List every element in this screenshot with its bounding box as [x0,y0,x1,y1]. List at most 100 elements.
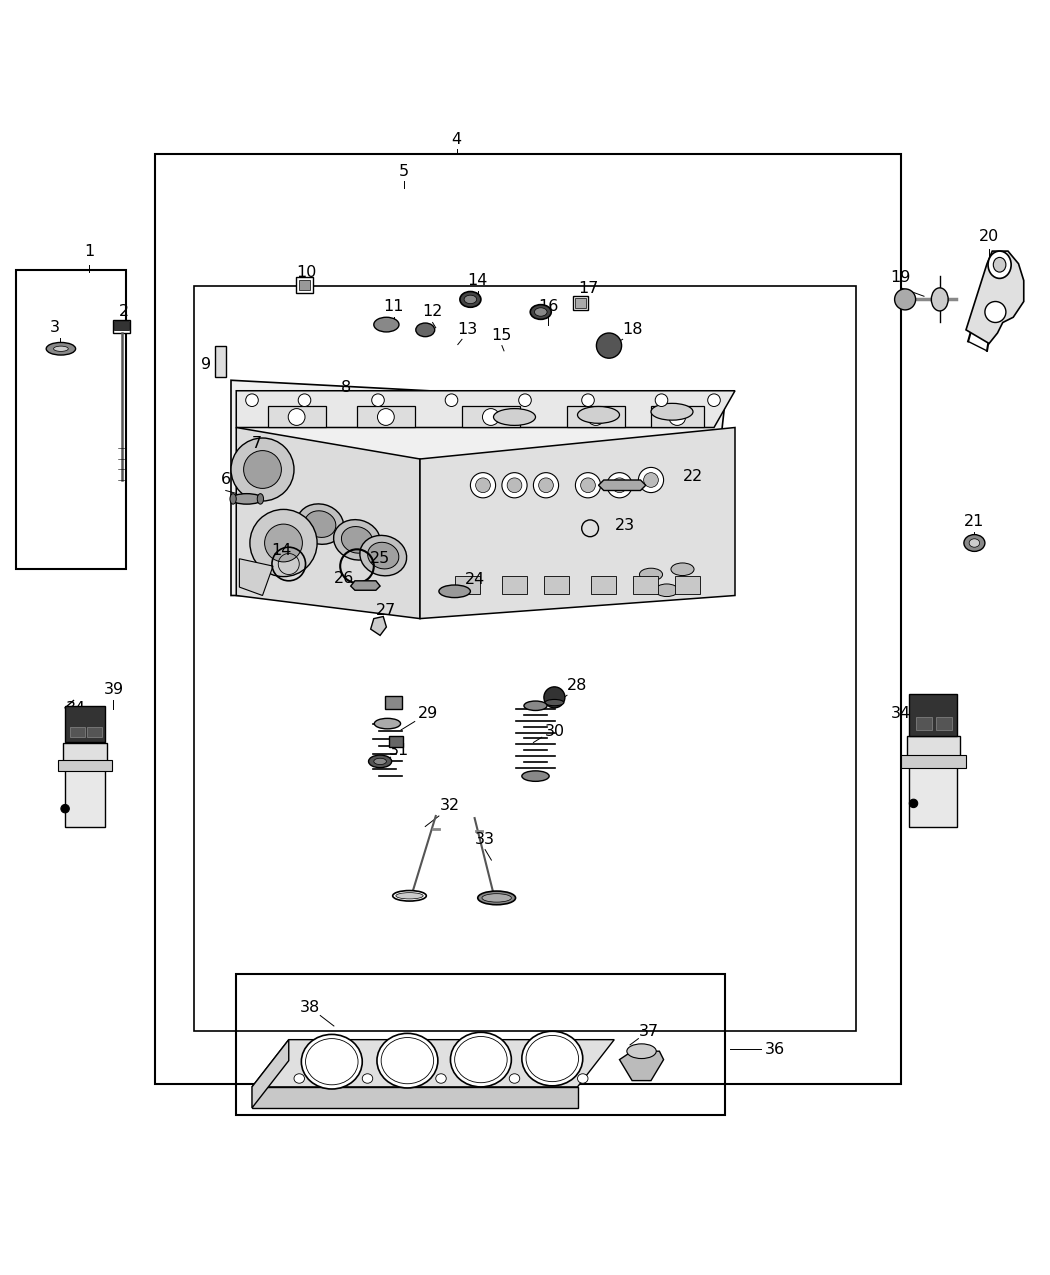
Circle shape [612,478,627,492]
Polygon shape [252,1086,578,1108]
Ellipse shape [374,317,399,332]
Bar [16,270,126,569]
Text: 20: 20 [979,230,1000,244]
Polygon shape [420,427,735,618]
Bar [567,407,625,427]
Circle shape [588,408,605,426]
Ellipse shape [46,343,76,354]
Bar [502,575,527,594]
Ellipse shape [368,542,399,569]
Text: 29: 29 [418,705,439,720]
Circle shape [985,301,1006,323]
Circle shape [372,394,384,407]
Bar [936,718,952,729]
Ellipse shape [377,1033,438,1088]
Text: 27: 27 [376,603,397,617]
Circle shape [507,478,522,492]
Bar [114,321,129,330]
Circle shape [708,394,720,407]
Bar [155,154,901,1084]
Bar [65,706,105,742]
Polygon shape [966,251,1024,343]
Text: 32: 32 [439,798,460,813]
Circle shape [575,473,601,497]
Circle shape [669,408,686,426]
Ellipse shape [524,701,547,710]
Bar [462,407,520,427]
Text: 7: 7 [252,436,262,451]
Polygon shape [252,1039,289,1108]
Text: 35: 35 [922,705,943,720]
Bar [916,718,932,729]
Ellipse shape [230,493,236,504]
Text: 19: 19 [890,270,911,284]
Ellipse shape [545,700,564,706]
Circle shape [582,394,594,407]
Circle shape [638,468,664,492]
Ellipse shape [931,288,948,311]
Ellipse shape [374,718,401,729]
Ellipse shape [530,305,551,319]
Circle shape [61,805,69,813]
Bar [573,296,588,310]
Bar [909,694,957,736]
Bar [113,320,130,333]
Polygon shape [598,479,646,491]
Ellipse shape [439,585,470,598]
Circle shape [519,394,531,407]
Ellipse shape [993,258,1006,272]
Ellipse shape [509,1074,520,1084]
Ellipse shape [522,771,549,782]
Ellipse shape [578,407,619,423]
Circle shape [539,478,553,492]
Polygon shape [236,427,420,618]
Circle shape [607,473,632,497]
Ellipse shape [396,892,423,899]
Polygon shape [231,380,724,595]
Circle shape [250,510,317,576]
Text: 24: 24 [464,572,485,588]
Text: 1: 1 [84,244,94,259]
Bar [58,760,112,771]
Circle shape [644,473,658,487]
Polygon shape [252,1039,614,1086]
Text: 30: 30 [544,724,565,740]
Bar [591,575,616,594]
Polygon shape [371,617,386,635]
Text: 33: 33 [475,831,496,847]
Bar [544,575,569,594]
Ellipse shape [257,493,264,504]
Text: 18: 18 [622,323,643,338]
Text: 31: 31 [388,743,410,759]
Circle shape [581,478,595,492]
Ellipse shape [294,1074,304,1084]
Ellipse shape [460,292,481,307]
Circle shape [544,687,565,708]
Text: 34: 34 [65,701,86,717]
Circle shape [289,408,306,426]
Polygon shape [236,390,735,427]
Ellipse shape [360,536,406,576]
Circle shape [502,473,527,497]
Ellipse shape [450,1033,511,1086]
Ellipse shape [969,539,980,547]
Ellipse shape [671,564,694,575]
Text: 9: 9 [201,357,211,372]
Circle shape [231,439,294,501]
Ellipse shape [522,1031,583,1086]
Bar [194,286,856,1031]
Ellipse shape [639,569,663,581]
Bar [236,974,724,1116]
Text: 25: 25 [370,551,391,566]
Circle shape [476,478,490,492]
Bar [455,575,480,594]
Text: 14: 14 [467,273,488,288]
Polygon shape [239,558,273,595]
Ellipse shape [297,504,343,544]
Text: 37: 37 [638,1024,659,1039]
Ellipse shape [651,403,693,421]
Bar [299,280,310,289]
Text: 26: 26 [334,571,355,587]
Text: 5: 5 [399,163,410,179]
Ellipse shape [988,251,1011,278]
